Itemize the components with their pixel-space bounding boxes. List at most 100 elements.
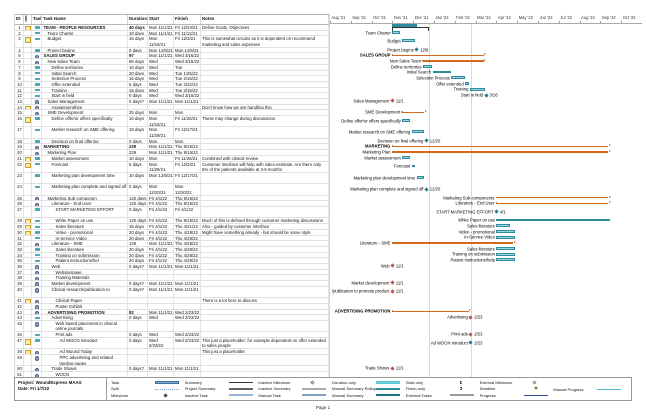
info-icon: [25, 15, 27, 22]
task-id-cell: 10: [15, 81, 24, 87]
duration-cell: 20 days: [128, 246, 148, 252]
finish-cell: Fri 12/17/21: [174, 127, 201, 138]
notes-cell: [201, 144, 329, 150]
task-mode-cell: [32, 315, 42, 320]
duration-cell: 82 days?: [128, 309, 148, 315]
gantt-row: Print ads 2/23: [330, 331, 642, 337]
gantt-row: Market development 11/1: [330, 280, 642, 286]
start-cell: Mon 11/15/21: [148, 155, 174, 161]
task-mode-cell: [32, 76, 42, 81]
legend-column: Manual Progress: [553, 380, 627, 399]
table-row: 39 Market development 0 days? Mon 11/1/21 Mo…: [15, 281, 329, 287]
indicator-cell: [24, 355, 32, 366]
auto-scheduled-icon: [34, 37, 40, 41]
gantt-task-bar: [496, 258, 516, 262]
task-id-cell: 13: [15, 98, 24, 104]
gantt-bar-label: Marketing Sub-components: [443, 195, 495, 201]
task-mode-cell: [32, 155, 42, 161]
finish-cell: Fri 4/1/22: [174, 207, 201, 218]
start-cell: Wed 2/23/22: [148, 315, 174, 320]
task-id-cell: 34: [15, 252, 24, 258]
note-icon: [25, 162, 31, 169]
legend-symbol-s-ext: [449, 393, 476, 398]
finish-cell: Mon 11/1/21: [174, 366, 201, 372]
start-cell: Mon 11/29/21: [148, 161, 174, 172]
milestone-date-label: 3/16: [489, 92, 498, 98]
task-name-cell: Video - promotional: [42, 229, 128, 235]
timeline-tick: [434, 20, 435, 23]
duration-cell: 20 days: [128, 235, 148, 241]
table-row: 14 Assignment/hire Don't know how we are h…: [15, 104, 329, 111]
finish-cell: Tue 2/22/22: [174, 81, 201, 87]
start-cell: Wed 2/23/22: [148, 337, 174, 349]
manually-scheduled-icon: [34, 100, 40, 104]
notes-cell: [201, 320, 329, 332]
task-name-cell: Ad Wound Today: [42, 349, 128, 355]
notes-cell: This just a placeholder; for example dep…: [201, 337, 329, 349]
duration-cell: 120 days: [129, 201, 148, 207]
task-mode-cell: [32, 64, 42, 70]
finish-cell: Mon 11/1/21: [174, 98, 201, 104]
timeline-tick: [475, 20, 477, 23]
legend-glyph: [449, 394, 474, 397]
finish-cell: Wed 3/16/22: [175, 53, 201, 59]
finish-cell: Fri 11/26/21: [174, 155, 201, 161]
duration-cell: 5 days: [128, 81, 148, 87]
start-cell: Wed 2/23/22: [148, 87, 174, 93]
task-mode-cell: [32, 87, 42, 93]
task-id-cell: 3: [15, 36, 24, 47]
task-name-cell: Marketing Sub-componen: [42, 195, 128, 201]
task-mode-cell: [32, 366, 42, 372]
task-id-cell: 44: [15, 315, 24, 320]
gantt-row: Initial Search: [330, 70, 642, 76]
milestone-diamond: [390, 98, 395, 103]
milestone-name-label: Trade Shows: [364, 365, 390, 371]
gantt-row: Marketing Sub-components: [330, 195, 642, 201]
table-row: 26 Literature - End User 120 days Fri 4/1/2…: [15, 201, 329, 208]
duration-cell: 10 days: [128, 30, 148, 36]
task-id-cell: 49: [15, 355, 24, 366]
milestone-date-label: 2/23: [474, 340, 483, 346]
gantt-bar-label: MARKETING: [365, 143, 391, 149]
milestone-name-label: Marketing plan complete and signed off: [350, 186, 424, 192]
duration-cell: 20 days: [128, 258, 148, 263]
indicator-cell: [24, 309, 32, 315]
task-name-cell: MARKETING: [42, 144, 128, 150]
legend-item: Inactive Task: [185, 392, 259, 398]
notes-cell: [201, 235, 329, 241]
task-mode-cell: [32, 349, 42, 355]
task-name-cell: Poster Exhibit: [42, 303, 128, 309]
finish-cell: Thu 4/28/22: [174, 246, 201, 252]
indicator-cell: [24, 127, 32, 138]
legend-item: Finish-only: [406, 386, 480, 392]
gantt-task-bar: [402, 119, 410, 122]
indicator-cell: [24, 110, 32, 116]
gantt-manual-summary-bar: [422, 58, 487, 63]
notes-cell: [201, 53, 329, 59]
legend-glyph: [228, 394, 253, 397]
start-cell: [148, 104, 174, 110]
task-name-cell: SALES GROUP: [42, 53, 128, 59]
notes-cell: [201, 195, 329, 201]
start-cell: Fri 4/1/22: [148, 195, 174, 201]
gantt-timeline-header: Aug '21 Sep '21 Oct '21 Nov '21 Dec '21 Jan '…: [330, 14, 642, 24]
auto-scheduled-icon: [34, 77, 40, 80]
finish-cell: Mon 12/20/21: [174, 138, 201, 144]
duration-cell: 0 days: [128, 138, 148, 144]
gantt-row: Trade Shows 11/1: [330, 365, 642, 371]
task-id-cell: 30: [15, 229, 24, 235]
finish-cell: [174, 269, 201, 275]
auto-scheduled-icon: [34, 49, 40, 52]
duration-cell: 229 days?: [128, 150, 148, 155]
task-mode-cell: [32, 281, 42, 286]
gantt-row: Patient instructions/help: [330, 257, 642, 263]
table-row: 29 Sales literature 15 days Fri 4/1/22 Thu 4…: [15, 224, 329, 230]
task-name-cell: Literature - End User: [42, 201, 128, 207]
notes-cell: [201, 207, 329, 218]
gantt-row: Sales Management 11/1: [330, 98, 642, 104]
start-cell: Fri 4/1/22: [148, 224, 174, 229]
